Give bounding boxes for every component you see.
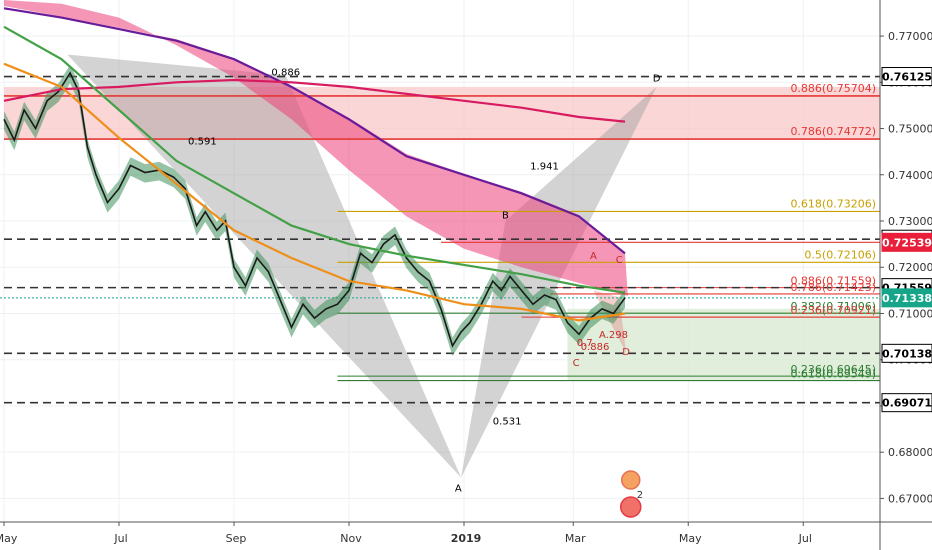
y-axis-panel bbox=[880, 0, 932, 550]
fib-label: 0.618(0.69549) bbox=[790, 368, 876, 381]
pattern-label: D bbox=[653, 73, 661, 84]
pattern-label: 0.886 bbox=[581, 342, 610, 353]
price-tag-label: 0.69071 bbox=[882, 397, 932, 410]
lower-fib-zone bbox=[567, 308, 880, 381]
x-tick-label: 2019 bbox=[451, 532, 482, 545]
event-count-label: 2 bbox=[637, 490, 643, 501]
y-tick-label: 0.72000 bbox=[888, 261, 932, 274]
fib-label: 0.886(0.75704) bbox=[790, 82, 876, 95]
fib-label: 0.786(0.71423) bbox=[790, 281, 876, 294]
y-tick-label: 0.74000 bbox=[888, 169, 932, 182]
price-tag bbox=[881, 288, 932, 308]
y-tick-label: 0.71000 bbox=[888, 307, 932, 320]
pattern-label: B bbox=[502, 211, 509, 222]
harmonic-triangle-xab bbox=[67, 54, 462, 478]
price-tag bbox=[881, 343, 932, 363]
fib-label: 0.886(0.71559) bbox=[790, 275, 876, 288]
x-tick-label: Mar bbox=[565, 532, 586, 545]
pattern-label: C bbox=[573, 358, 580, 369]
moving-average-line bbox=[3, 62, 626, 322]
pattern-label: A.298 bbox=[599, 330, 628, 341]
event-flag-us bbox=[620, 496, 642, 518]
price-tag-label: 0.76125 bbox=[882, 71, 932, 84]
x-tick-label: May bbox=[679, 532, 702, 545]
y-tick-label: 0.67000 bbox=[888, 492, 932, 505]
pattern-label: 0.7 bbox=[577, 338, 593, 349]
y-tick-label: 0.75000 bbox=[888, 123, 932, 136]
y-tick-label: 0.73000 bbox=[888, 215, 932, 228]
moving-average-line bbox=[3, 25, 626, 294]
fib-label: 0.382(0.71006) bbox=[790, 300, 876, 313]
price-tag-label: 0.71338 bbox=[882, 292, 932, 305]
fib-label: 0.236(0.69645) bbox=[790, 363, 876, 376]
pattern-label: A bbox=[590, 251, 597, 262]
fib-label: 0.236(0.70921) bbox=[790, 304, 876, 317]
price-tag-label: 0.72539 bbox=[882, 236, 932, 249]
x-tick-label: Jul bbox=[798, 532, 812, 545]
pattern-label: 0.531 bbox=[493, 416, 522, 427]
moving-average-line bbox=[3, 7, 626, 255]
y-tick-label: 0.68000 bbox=[888, 446, 932, 459]
x-tick-label: Sep bbox=[226, 532, 247, 545]
x-tick-label: Nov bbox=[340, 532, 362, 545]
x-tick-label: Jul bbox=[113, 532, 127, 545]
price-tag-label: 0.70138 bbox=[882, 347, 932, 360]
moving-average-line bbox=[3, 78, 626, 123]
x-tick-label: May bbox=[0, 532, 18, 545]
pattern-label: 0.591 bbox=[188, 136, 217, 147]
fib-label: 0.5(0.72106) bbox=[804, 248, 876, 261]
pattern-label: 0.886 bbox=[271, 67, 300, 78]
price-tag bbox=[881, 67, 932, 87]
y-tick-label: 0.77000 bbox=[888, 30, 932, 43]
fib-label: 0.618(0.73206) bbox=[790, 197, 876, 210]
pattern-label: 1.941 bbox=[530, 162, 559, 173]
price-tag bbox=[881, 393, 932, 413]
event-flag-au bbox=[621, 470, 641, 490]
ma-cloud bbox=[4, 0, 628, 296]
fib-label: 0.786(0.74772) bbox=[790, 125, 876, 138]
price-tag bbox=[881, 232, 932, 252]
pattern-label: C bbox=[616, 255, 623, 266]
x-axis-panel bbox=[0, 522, 932, 550]
price-line bbox=[3, 71, 626, 348]
pattern-label: A bbox=[455, 483, 462, 494]
pattern-label: D bbox=[622, 347, 630, 358]
